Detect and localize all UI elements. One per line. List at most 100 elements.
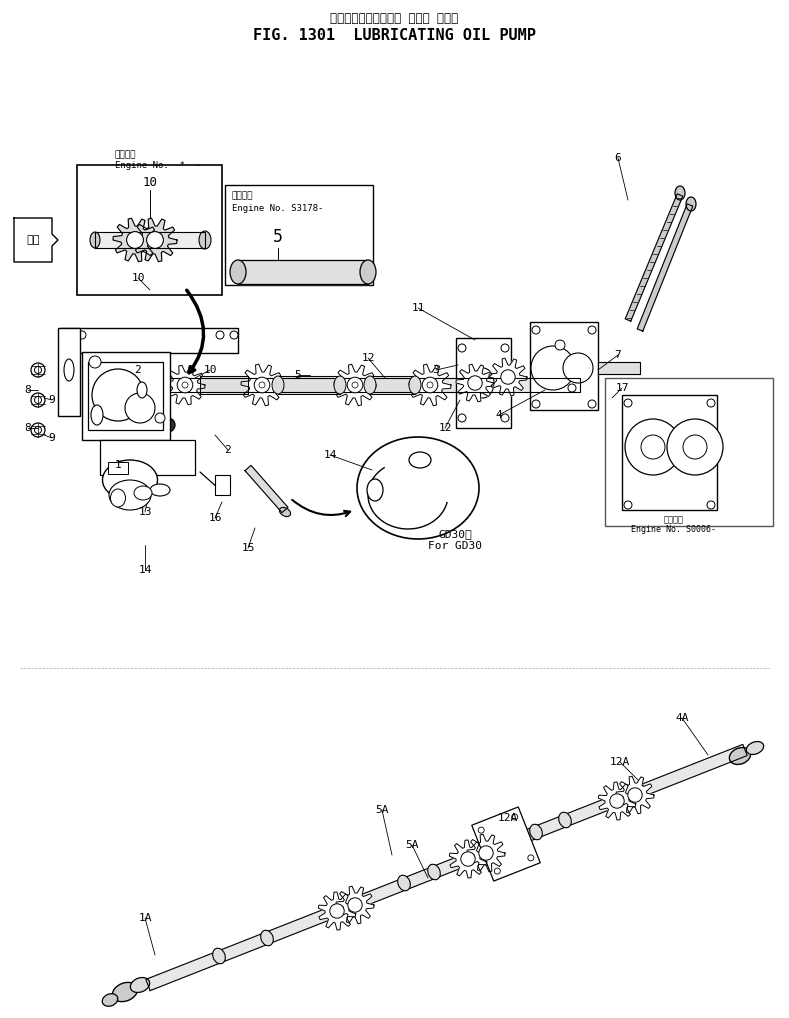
Polygon shape — [318, 892, 356, 930]
Bar — [456, 338, 511, 428]
Circle shape — [478, 827, 484, 833]
Ellipse shape — [64, 359, 74, 381]
Polygon shape — [616, 777, 654, 813]
Polygon shape — [598, 362, 640, 374]
Circle shape — [352, 382, 358, 388]
Polygon shape — [130, 378, 580, 392]
Ellipse shape — [31, 423, 45, 437]
Bar — [82, 352, 170, 440]
Text: 1A: 1A — [138, 913, 151, 923]
Text: 12A: 12A — [498, 813, 518, 823]
Ellipse shape — [260, 930, 273, 946]
Circle shape — [125, 393, 155, 423]
Circle shape — [216, 331, 224, 339]
Circle shape — [348, 898, 362, 912]
Ellipse shape — [398, 875, 410, 891]
Ellipse shape — [230, 260, 246, 284]
Circle shape — [495, 868, 500, 874]
Bar — [225, 185, 373, 285]
Text: 14: 14 — [138, 565, 151, 575]
Text: 10: 10 — [131, 273, 144, 283]
Ellipse shape — [113, 982, 137, 1002]
Circle shape — [610, 794, 624, 808]
Text: FIG. 1301  LUBRICATING OIL PUMP: FIG. 1301 LUBRICATING OIL PUMP — [252, 29, 536, 43]
Ellipse shape — [31, 393, 45, 407]
Circle shape — [531, 346, 575, 390]
Ellipse shape — [529, 825, 542, 840]
Text: 東方: 東方 — [26, 235, 39, 245]
Circle shape — [501, 344, 509, 352]
Text: 5A: 5A — [406, 840, 419, 850]
Ellipse shape — [409, 452, 431, 468]
Bar — [605, 378, 773, 526]
Text: 適用番号: 適用番号 — [232, 191, 253, 201]
Text: 12: 12 — [361, 353, 375, 363]
Circle shape — [458, 414, 466, 422]
Ellipse shape — [686, 197, 696, 211]
Circle shape — [667, 419, 723, 475]
Ellipse shape — [35, 427, 42, 434]
Polygon shape — [336, 887, 374, 923]
Polygon shape — [489, 358, 527, 396]
Text: 10: 10 — [143, 175, 158, 188]
Ellipse shape — [137, 382, 147, 398]
Polygon shape — [241, 364, 283, 406]
Circle shape — [528, 855, 534, 861]
Ellipse shape — [272, 376, 284, 394]
Ellipse shape — [428, 864, 440, 880]
Text: 適用番号: 適用番号 — [115, 151, 136, 160]
Ellipse shape — [103, 460, 158, 500]
Ellipse shape — [110, 489, 125, 507]
Bar — [530, 322, 598, 410]
Circle shape — [147, 232, 163, 248]
Circle shape — [161, 418, 175, 432]
Circle shape — [427, 382, 433, 388]
Polygon shape — [95, 232, 205, 248]
Text: 6: 6 — [615, 153, 622, 163]
Circle shape — [78, 331, 86, 339]
Circle shape — [625, 419, 681, 475]
Text: 9: 9 — [49, 433, 55, 443]
Circle shape — [628, 788, 642, 802]
Text: 14: 14 — [323, 450, 337, 460]
Ellipse shape — [31, 363, 45, 377]
Circle shape — [532, 400, 540, 408]
Circle shape — [155, 413, 165, 423]
Polygon shape — [625, 193, 682, 321]
Ellipse shape — [364, 376, 376, 394]
Circle shape — [64, 331, 72, 339]
Circle shape — [126, 232, 144, 248]
Circle shape — [230, 331, 238, 339]
Ellipse shape — [199, 231, 211, 249]
Polygon shape — [370, 376, 415, 394]
Polygon shape — [449, 840, 487, 878]
Ellipse shape — [103, 994, 118, 1007]
Text: 15: 15 — [241, 543, 255, 553]
Circle shape — [624, 501, 632, 509]
Ellipse shape — [367, 479, 383, 501]
Circle shape — [461, 852, 475, 866]
Circle shape — [479, 846, 493, 860]
Text: ルーブリケーティング オイル ポンプ: ルーブリケーティング オイル ポンプ — [330, 12, 458, 25]
Ellipse shape — [35, 396, 42, 403]
Text: 10: 10 — [204, 365, 217, 375]
Text: 8: 8 — [24, 423, 32, 433]
Text: 1: 1 — [114, 460, 122, 470]
Circle shape — [641, 435, 665, 459]
Ellipse shape — [150, 484, 170, 496]
Text: 13: 13 — [138, 507, 151, 517]
Polygon shape — [113, 218, 157, 262]
Text: 2: 2 — [135, 365, 141, 375]
Text: Engine No. S3178-: Engine No. S3178- — [232, 204, 323, 213]
Circle shape — [182, 382, 188, 388]
Ellipse shape — [279, 507, 290, 516]
Bar — [622, 395, 717, 510]
Circle shape — [458, 344, 466, 352]
Circle shape — [468, 376, 482, 390]
Ellipse shape — [729, 747, 750, 765]
Text: 9: 9 — [49, 395, 55, 405]
Text: 16: 16 — [208, 513, 222, 523]
Ellipse shape — [334, 376, 346, 394]
Ellipse shape — [109, 480, 151, 510]
Polygon shape — [238, 260, 368, 284]
